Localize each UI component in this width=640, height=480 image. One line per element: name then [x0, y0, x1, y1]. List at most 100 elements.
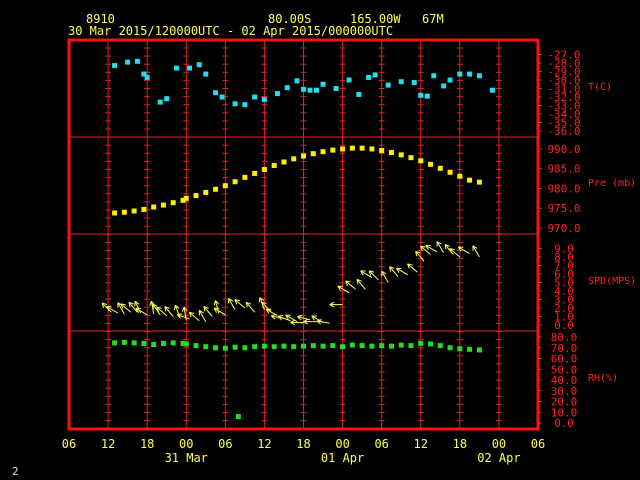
wind-arrow-head — [181, 306, 185, 312]
wind-arrow-head — [188, 312, 192, 318]
wind-arrow — [303, 318, 317, 325]
wind-arrow-head — [101, 302, 105, 308]
x-tick-label: 12 — [257, 437, 271, 451]
y-tick-label: 5.0 — [554, 277, 574, 290]
wind-arrow-shaft — [156, 306, 168, 317]
data-point — [349, 342, 355, 348]
data-point — [437, 343, 443, 349]
wind-arrow-head — [369, 270, 375, 273]
wind-arrow-head — [156, 307, 160, 313]
data-point — [411, 80, 417, 86]
panel-label: Pre (mb) — [588, 178, 636, 189]
data-point — [307, 87, 313, 93]
data-point — [408, 343, 414, 349]
y-tick-label: 20.0 — [551, 396, 578, 409]
wind-arrow-head — [234, 299, 240, 302]
wind-arrow — [245, 301, 256, 313]
wind-arrow — [152, 303, 161, 316]
data-point — [131, 340, 137, 346]
data-point — [379, 148, 385, 154]
wind-arrow-shaft — [337, 285, 350, 294]
data-point — [291, 156, 297, 162]
data-point — [489, 87, 495, 93]
y-tick-label: 50.0 — [551, 363, 578, 376]
data-point — [151, 204, 157, 210]
latitude: 80.00S — [268, 12, 312, 26]
wind-arrow-head — [396, 268, 400, 273]
x-date-label: 02 Apr — [477, 451, 520, 465]
wind-arrow-head — [102, 302, 108, 305]
wind-arrow-shaft — [152, 303, 161, 316]
wind-arrow-shaft — [128, 301, 138, 313]
data-point — [418, 340, 424, 346]
data-point — [164, 96, 170, 102]
x-date-label: 01 Apr — [321, 451, 364, 465]
wind-arrow — [436, 241, 444, 253]
wind-arrow-shaft — [356, 279, 366, 290]
y-tick-label: -33.0 — [547, 100, 580, 113]
y-tick-label: 40.0 — [551, 374, 578, 387]
x-tick-label: 06 — [62, 437, 76, 451]
wind-arrow — [449, 248, 461, 258]
wind-arrow-head — [407, 263, 413, 266]
wind-arrow — [316, 318, 330, 325]
wind-arrow-shaft — [198, 310, 207, 322]
data-point — [187, 65, 193, 71]
y-tick-label: 0.0 — [554, 417, 574, 430]
data-point — [112, 63, 118, 69]
x-tick-label: 18 — [453, 437, 467, 451]
panel-0: -27.0-28.0-29.0-30.0-31.0-32.0-33.0-34.0… — [112, 49, 612, 138]
y-tick-label: 970.0 — [547, 222, 580, 235]
data-point — [170, 340, 176, 346]
data-point — [301, 153, 306, 159]
wind-arrow — [149, 300, 155, 315]
data-point — [281, 343, 287, 349]
data-point — [447, 345, 453, 351]
wind-arrow-head — [329, 304, 335, 308]
wind-arrow-shaft — [106, 306, 119, 314]
wind-arrow-head — [164, 306, 170, 309]
data-point — [330, 147, 336, 153]
data-point — [203, 71, 209, 77]
data-point — [457, 346, 463, 352]
wind-arrow-shaft — [120, 303, 132, 313]
data-point — [232, 344, 238, 350]
data-point — [203, 189, 209, 195]
data-point — [398, 79, 404, 85]
wind-arrow-head — [407, 263, 410, 269]
data-point — [112, 340, 118, 346]
data-point — [213, 90, 219, 96]
y-tick-label: 985.0 — [547, 163, 580, 176]
wind-arrow-head — [106, 306, 110, 312]
data-point — [428, 341, 434, 347]
data-point — [222, 183, 228, 189]
data-point — [301, 343, 306, 349]
data-point — [476, 347, 482, 353]
wind-arrow-head — [270, 315, 276, 320]
data-point — [242, 102, 248, 108]
y-tick-label: 975.0 — [547, 202, 580, 215]
wind-arrow-shaft — [316, 320, 330, 324]
wind-arrow-shaft — [389, 266, 399, 277]
data-point — [235, 414, 241, 420]
wind-arrow-head — [174, 304, 180, 309]
data-point — [385, 82, 391, 88]
wind-arrow — [345, 280, 356, 290]
panel-label: T(C) — [588, 82, 612, 93]
page-number: 2 — [12, 465, 19, 478]
data-point — [372, 72, 378, 78]
x-tick-label: 06 — [218, 437, 232, 451]
wind-arrow-head — [356, 279, 359, 285]
data-point — [134, 58, 140, 64]
wind-arrow-shaft — [278, 315, 291, 322]
wind-arrow-head — [316, 318, 322, 322]
data-point — [160, 202, 166, 208]
data-point — [388, 149, 394, 155]
data-point — [157, 99, 163, 105]
data-point — [274, 91, 280, 97]
data-point — [437, 165, 443, 171]
wind-arrow — [188, 311, 200, 322]
x-tick-label: 00 — [335, 437, 349, 451]
data-point — [340, 146, 346, 152]
